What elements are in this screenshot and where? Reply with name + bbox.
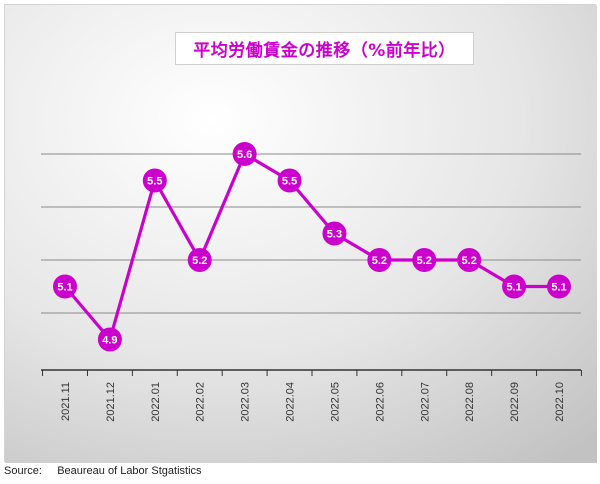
data-points: 5.1 4.9 5.5 5.2 5.6 5.5 5.3 5.2 5.2 5.2 5.1 5.1 [53,142,571,352]
x-tick-label: 2022.10 [554,382,566,422]
x-tick-label: 2022.03 [240,382,252,422]
data-point [457,248,482,272]
data-point [232,142,257,166]
x-tick-label: 2022.07 [419,382,431,422]
x-axis [41,369,582,376]
data-point [322,221,347,246]
data-label: 4.9 [102,335,117,347]
x-tick-label: 2021.11 [60,382,72,421]
x-tick-label: 2022.01 [150,382,162,422]
source-label: Source: [4,465,42,477]
data-point [142,168,167,193]
chart-title: 平均労働賃金の推移（%前年比） [175,32,474,65]
data-label: 5.1 [57,282,72,294]
data-label: 5.1 [506,282,521,294]
x-tick-labels: 2021.11 2021.12 2022.01 2022.02 2022.03 2022.… [60,382,566,422]
data-point [502,274,527,299]
data-point [277,168,302,193]
x-tick-label: 2022.06 [374,382,386,422]
chart-frame: 5.1 4.9 5.5 5.2 5.6 5.5 5.3 5.2 5.2 5.2 5.1 5.1 202… [4,4,597,463]
x-tick-label: 2022.08 [464,382,476,422]
x-tick-label: 2022.02 [195,382,207,422]
data-label: 5.2 [462,255,477,267]
data-point [97,327,122,352]
source-note: Source: Beaureau of Labor Stgatistics [4,465,202,477]
x-tick-label: 2022.05 [329,382,341,422]
data-point [187,248,212,272]
x-tick-label: 2021.12 [105,382,117,422]
data-label: 5.6 [237,149,252,161]
data-point [412,248,437,272]
source-text: Beaureau of Labor Stgatistics [57,465,202,477]
data-label: 5.5 [147,176,162,188]
plot-area [5,5,597,463]
data-point [53,274,77,299]
data-point [367,248,392,272]
data-label: 5.5 [282,176,297,188]
data-label: 5.3 [327,229,342,241]
data-label: 5.2 [417,255,432,267]
data-label: 5.2 [192,255,207,267]
x-tick-label: 2022.09 [509,382,521,422]
data-label: 5.2 [372,255,387,267]
data-label: 5.1 [551,282,566,294]
x-tick-label: 2022.04 [285,382,297,422]
data-point [547,274,571,299]
line-chart: 5.1 4.9 5.5 5.2 5.6 5.5 5.3 5.2 5.2 5.2 5.1 5.1 202… [5,5,597,463]
